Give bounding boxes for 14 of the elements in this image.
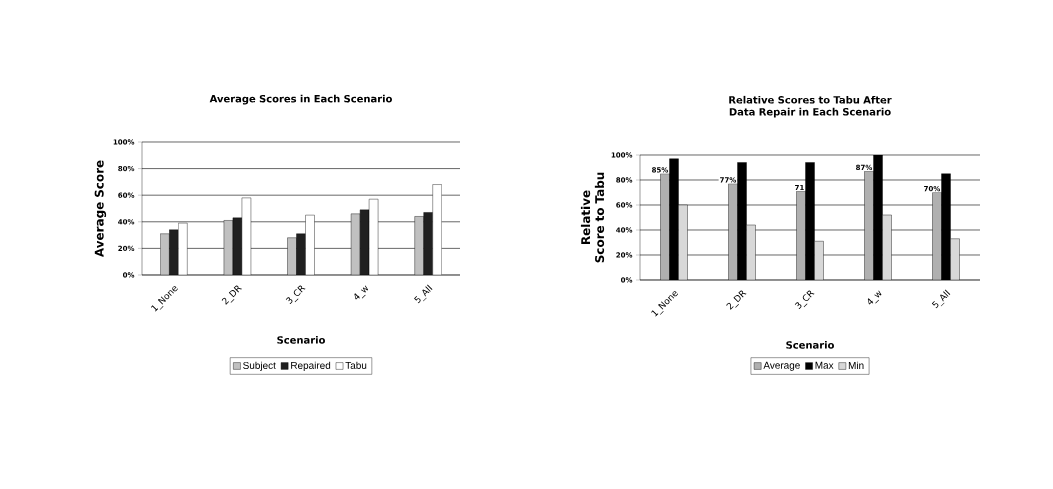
x-tick-label: 4_w xyxy=(354,285,369,300)
legend-label: Subject xyxy=(243,361,276,371)
y-axis-title: Relative Score to Tabu xyxy=(580,172,605,263)
legend-label: Max xyxy=(815,361,834,369)
legend-label: Average xyxy=(763,361,800,371)
y-axis-title: Average Score xyxy=(94,160,107,258)
x-axis-title: Scenario xyxy=(786,341,834,349)
legend-label: Min xyxy=(848,361,864,369)
x-axis-title: Scenario xyxy=(277,336,325,344)
x-tick-label: 4_w xyxy=(867,290,882,305)
legend-label: Repaired xyxy=(291,361,331,371)
chart-title: Relative Scores to Tabu After Data Repair in Each Scenario xyxy=(729,95,892,118)
legend-label: Tabu xyxy=(345,361,367,369)
chart-title: Average Scores in Each Scenario xyxy=(209,94,392,105)
